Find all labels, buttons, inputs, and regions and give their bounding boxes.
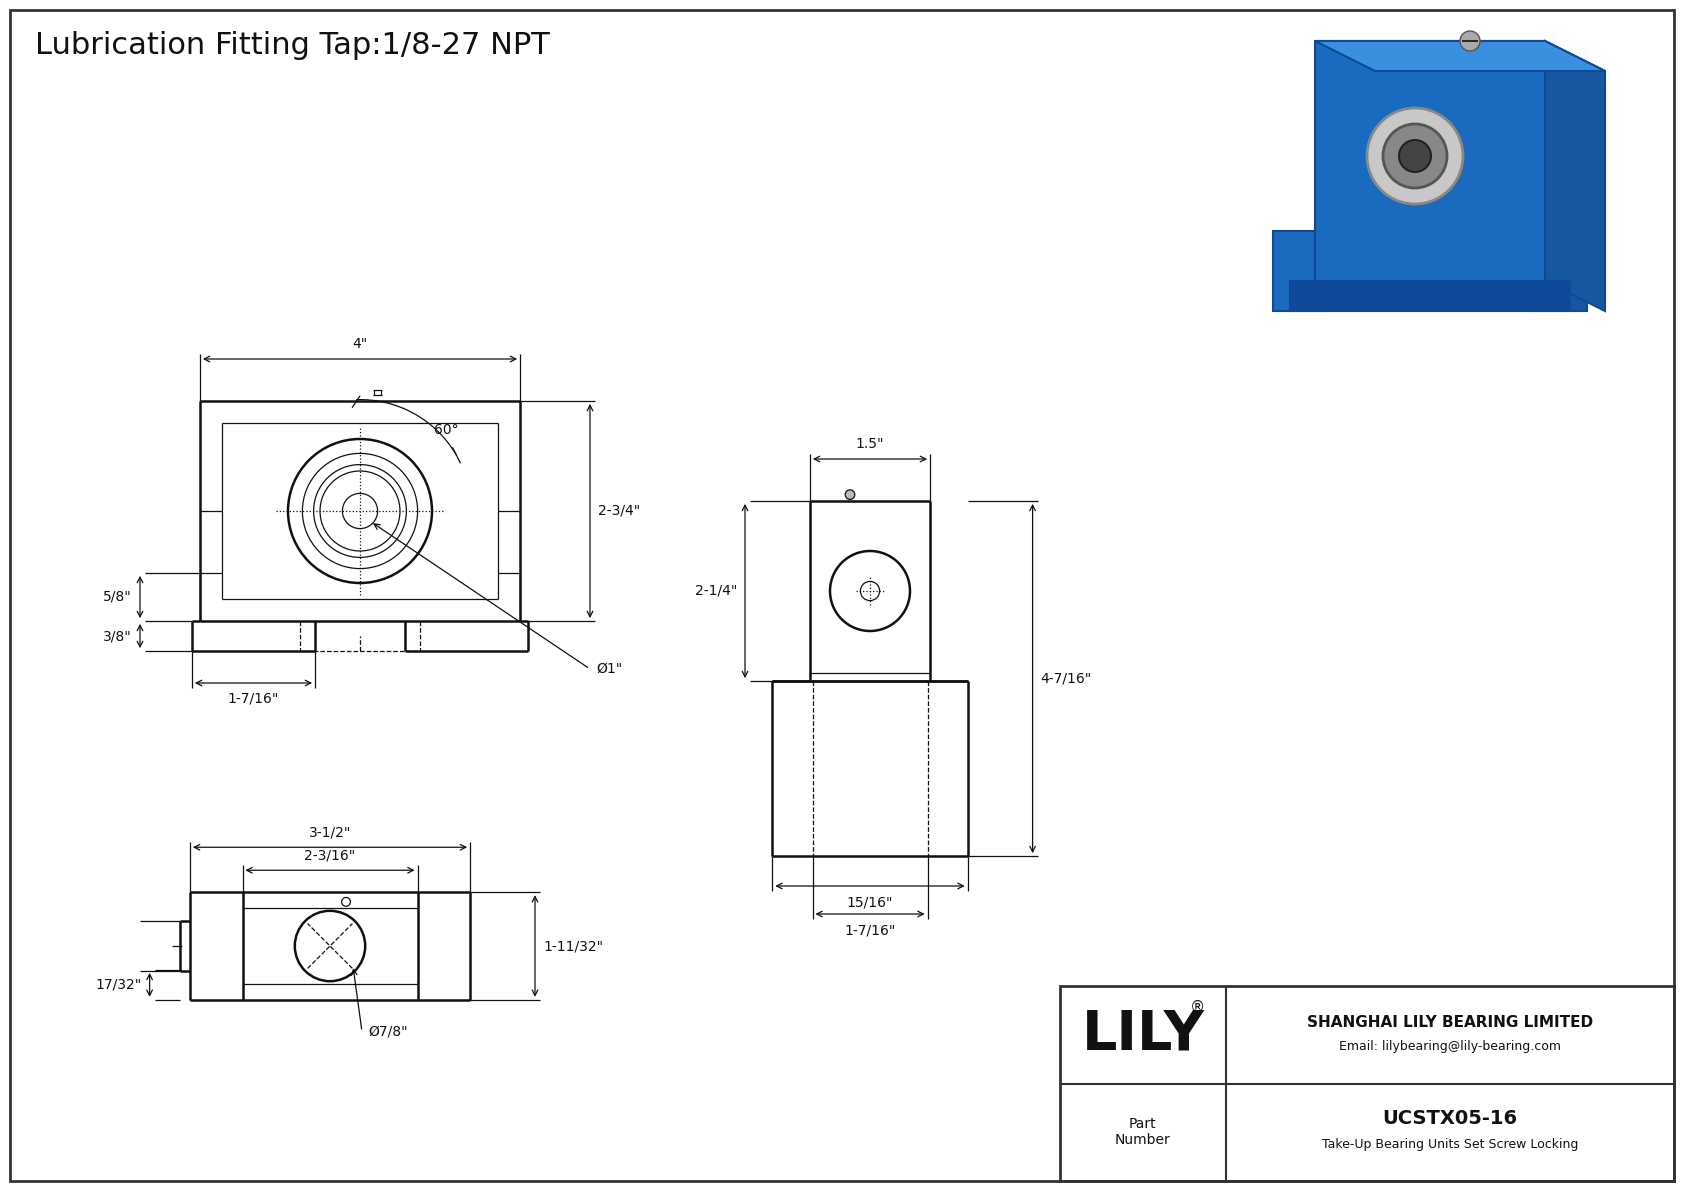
Polygon shape <box>1273 231 1329 311</box>
Text: UCSTX05-16: UCSTX05-16 <box>1383 1109 1517 1128</box>
Circle shape <box>1383 124 1447 188</box>
Text: ®: ® <box>1191 1000 1206 1015</box>
Text: Email: lilybearing@lily-bearing.com: Email: lilybearing@lily-bearing.com <box>1339 1040 1561 1053</box>
Text: 1.5": 1.5" <box>855 437 884 451</box>
Polygon shape <box>1315 40 1605 71</box>
Text: 4": 4" <box>352 337 367 351</box>
Circle shape <box>1367 108 1463 204</box>
Text: Ø1": Ø1" <box>596 662 623 676</box>
Text: Part
Number: Part Number <box>1115 1117 1170 1147</box>
Circle shape <box>1399 141 1431 172</box>
Text: 60°: 60° <box>434 423 460 437</box>
Text: 3/8": 3/8" <box>103 629 131 643</box>
Polygon shape <box>1544 40 1605 311</box>
Text: 3-1/2": 3-1/2" <box>308 825 352 840</box>
Text: LILY: LILY <box>1081 1008 1204 1061</box>
Polygon shape <box>1290 281 1569 311</box>
Polygon shape <box>1315 40 1544 281</box>
Text: 2-1/4": 2-1/4" <box>694 584 738 598</box>
Text: 1-7/16": 1-7/16" <box>844 923 896 937</box>
Text: Ø7/8": Ø7/8" <box>369 1024 408 1039</box>
Text: 17/32": 17/32" <box>96 978 141 992</box>
Text: 2-3/16": 2-3/16" <box>305 848 355 862</box>
Text: Lubrication Fitting Tap:1/8-27 NPT: Lubrication Fitting Tap:1/8-27 NPT <box>35 31 549 60</box>
Text: SHANGHAI LILY BEARING LIMITED: SHANGHAI LILY BEARING LIMITED <box>1307 1015 1593 1030</box>
Text: 15/16": 15/16" <box>847 894 893 909</box>
Circle shape <box>1460 31 1480 51</box>
Text: 4-7/16": 4-7/16" <box>1041 672 1091 686</box>
Text: 1-7/16": 1-7/16" <box>227 692 280 706</box>
Circle shape <box>845 490 855 499</box>
Text: 1-11/32": 1-11/32" <box>542 939 603 953</box>
Polygon shape <box>1531 231 1586 311</box>
Text: Take-Up Bearing Units Set Screw Locking: Take-Up Bearing Units Set Screw Locking <box>1322 1137 1578 1151</box>
Text: 5/8": 5/8" <box>103 590 131 604</box>
Text: 2-3/4": 2-3/4" <box>598 504 640 518</box>
